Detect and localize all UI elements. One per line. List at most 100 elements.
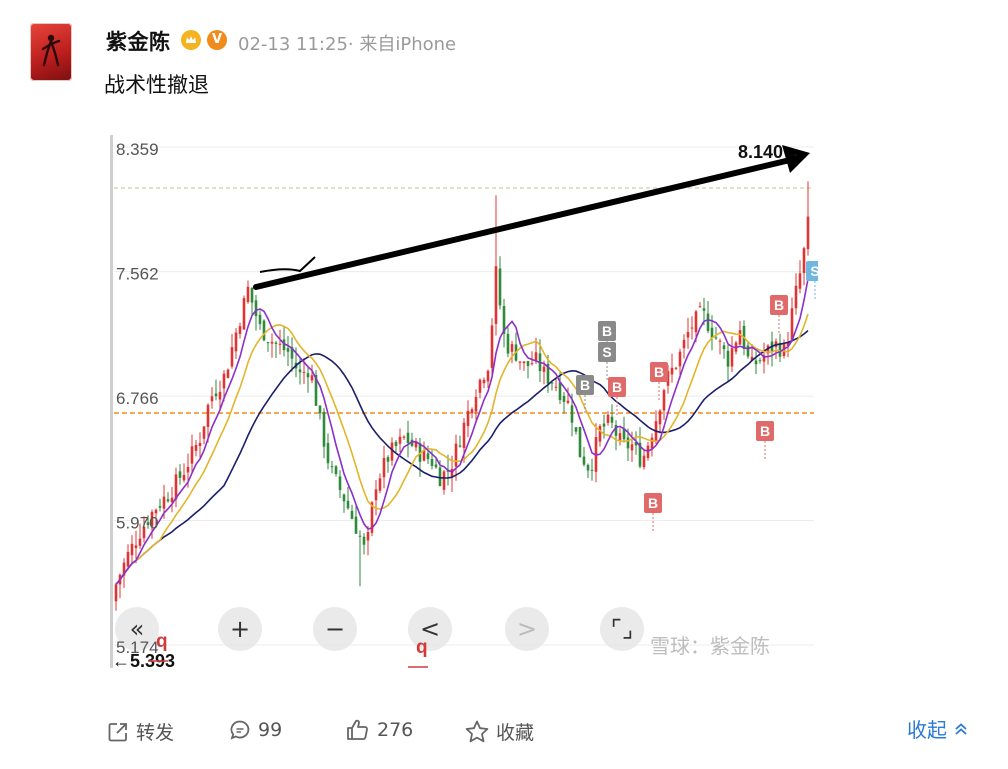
candle-body: [338, 476, 342, 491]
collapse-button[interactable]: 收起: [907, 714, 969, 743]
candle-body: [554, 386, 558, 388]
trade-badge: [576, 375, 594, 395]
candle-body: [758, 360, 762, 362]
candle-body: [586, 464, 590, 471]
candle-body: [394, 441, 398, 446]
candle-body: [786, 342, 790, 346]
candle-body: [662, 390, 666, 411]
candle-body: [498, 268, 502, 306]
comment-count: 99: [258, 719, 283, 741]
candle-body: [710, 327, 714, 338]
candle-body: [214, 393, 218, 397]
repost-icon: [108, 722, 127, 741]
candle-body: [794, 285, 798, 309]
candle-body: [506, 333, 510, 354]
candle-body: [226, 369, 230, 379]
candle-body: [542, 366, 546, 372]
verified-badge-icon: V: [207, 30, 227, 50]
candle-body: [402, 436, 406, 438]
candle-body: [562, 395, 566, 402]
candle-body: [466, 410, 470, 427]
candle-body: [726, 350, 730, 367]
candle-body: [358, 535, 362, 537]
candle-body: [406, 432, 410, 444]
candle-body: [426, 453, 430, 460]
candle-body: [578, 426, 582, 458]
candle-body: [370, 502, 374, 533]
candle-body: [290, 347, 294, 359]
candle-body: [574, 427, 578, 432]
candle-body: [382, 457, 386, 478]
candle-body: [502, 306, 506, 334]
trade-badge: [644, 493, 662, 513]
chart-control-button: [600, 607, 644, 651]
chevron-up-icon: [955, 722, 967, 735]
thumbs-up-icon: [347, 719, 368, 740]
candle-body: [114, 584, 118, 602]
candle-body: [682, 339, 686, 349]
candle-body: [322, 411, 326, 447]
ma-short-line: [115, 278, 809, 585]
candle-body: [302, 371, 306, 373]
candle-body: [278, 343, 282, 345]
chart-control-button: [408, 607, 452, 651]
chart-control-button: [313, 607, 357, 651]
repost-button[interactable]: 转发: [106, 718, 174, 745]
repost-label: 转发: [136, 722, 175, 744]
watermark: 雪球：紫金陈: [650, 634, 770, 658]
candle-body: [798, 273, 802, 289]
candle-body: [750, 356, 754, 361]
comment-icon: [230, 720, 250, 740]
trade-badge-label: B: [612, 379, 622, 395]
candle-body: [486, 370, 490, 382]
q-marker: q: [416, 637, 428, 658]
candle-body: [614, 425, 618, 436]
like-button[interactable]: 276: [345, 718, 413, 742]
comment-button[interactable]: 99: [228, 718, 282, 742]
candle-body: [570, 405, 574, 423]
candle-body: [738, 330, 742, 345]
trend-arrow-line: [253, 157, 793, 290]
chart-control-button: [505, 607, 549, 651]
candle-body: [414, 441, 418, 448]
candle-body: [158, 506, 162, 508]
y-tick-label: 5.174: [116, 638, 159, 657]
favorite-label: 收藏: [496, 722, 535, 744]
candle-body: [638, 442, 642, 467]
trade-badge-label: B: [602, 323, 612, 339]
candle-body: [270, 341, 274, 344]
candle-body: [350, 510, 354, 519]
candle-body: [282, 339, 286, 351]
y-tick-label: 8.359: [116, 140, 159, 159]
candle-body: [142, 526, 146, 539]
candle-body: [122, 562, 126, 576]
post-timestamp: 02-13 11:25: [238, 34, 348, 55]
author-name[interactable]: 紫金陈: [106, 30, 171, 54]
trade-badge-label: B: [654, 364, 664, 380]
candle-body: [154, 509, 158, 514]
candle-body: [354, 516, 358, 534]
trade-badge: [598, 321, 616, 341]
favorite-button[interactable]: 收藏: [464, 718, 534, 745]
scribble-mark: [259, 256, 316, 273]
candle-body: [634, 442, 638, 446]
candle-body: [438, 467, 442, 487]
candle-body: [762, 355, 766, 362]
candle-body: [802, 248, 806, 274]
candle-body: [194, 444, 198, 451]
candle-body: [306, 373, 310, 378]
candle-body: [254, 300, 258, 317]
candle-body: [182, 474, 186, 481]
trade-badge: [598, 342, 616, 362]
ma-mid-line: [115, 313, 809, 585]
avatar[interactable]: [30, 23, 72, 81]
candle-body: [222, 373, 226, 389]
candle-body: [422, 450, 426, 461]
candle-body: [462, 422, 466, 448]
candle-body: [618, 433, 622, 441]
candle-body: [134, 545, 138, 549]
candle-body: [522, 361, 526, 364]
crown-badge-icon: [181, 30, 201, 50]
candle-body: [622, 428, 626, 440]
